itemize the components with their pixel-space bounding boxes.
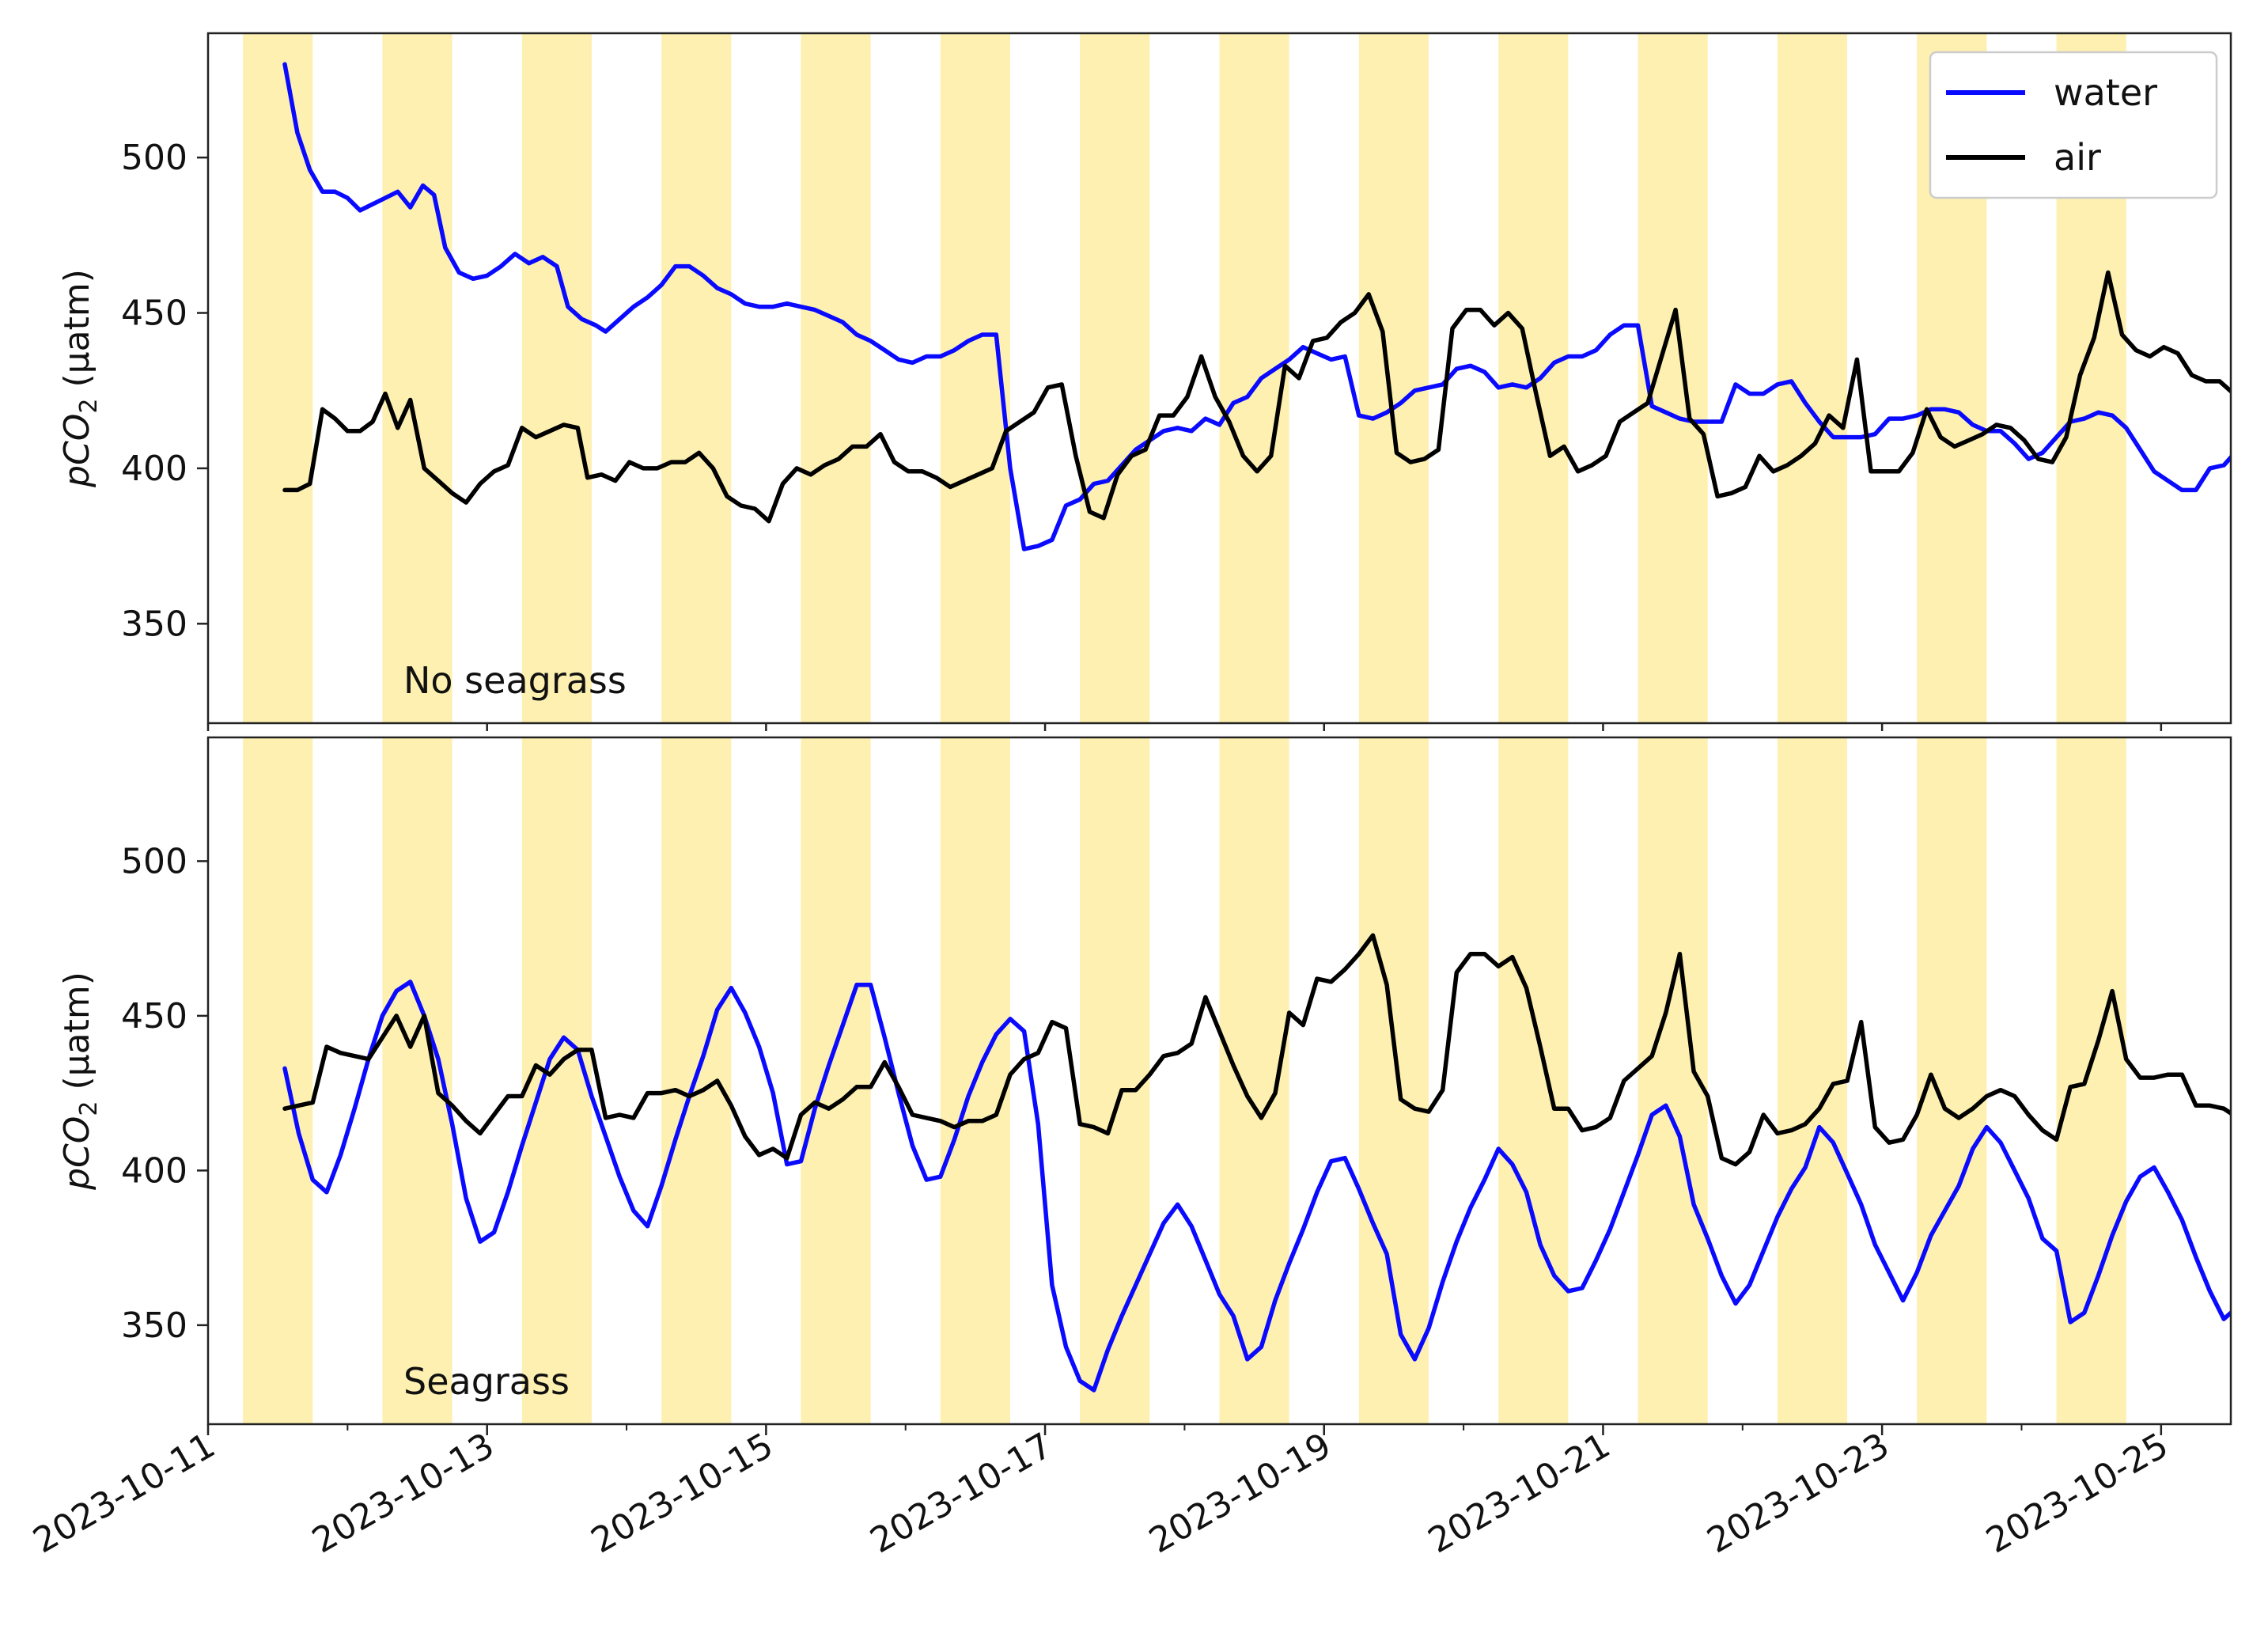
- y-axis-label-unit: (µatm): [57, 269, 97, 398]
- panel-frame: [206, 32, 2232, 725]
- y-axis: 350 400 450 500: [121, 841, 208, 1346]
- series-line-water: [282, 980, 2231, 1393]
- y-tick-label: 350: [121, 1305, 187, 1346]
- legend-label-air: air: [2054, 136, 2101, 179]
- daylight-band: [521, 737, 592, 1424]
- y-axis: 350 400 450 500: [121, 138, 208, 644]
- panel-no-seagrass: 350 400 450 500 pCO2 (µatm) No seagrass water a…: [57, 32, 2232, 731]
- series-line-air: [282, 933, 2231, 1167]
- y-tick-label: 450: [121, 294, 187, 334]
- y-tick-label: 400: [121, 449, 187, 489]
- y-tick-label: 400: [121, 1150, 187, 1191]
- legend-box: [1929, 51, 2218, 199]
- x-tick-label: 2023-10-11: [27, 1425, 222, 1561]
- series-line-air: [282, 270, 2231, 524]
- panel-seagrass: 350 400 450 500 pCO2 (µatm) Seagrass: [57, 736, 2232, 1426]
- x-tick-label: 2023-10-21: [1422, 1425, 1617, 1561]
- daylight-band: [661, 33, 732, 723]
- y-tick-label: 500: [121, 138, 187, 178]
- daylight-band: [801, 33, 871, 723]
- x-tick-label: 2023-10-13: [305, 1425, 501, 1561]
- x-tick-label: 2023-10-25: [1979, 1425, 2175, 1561]
- daylight-band: [1080, 33, 1150, 723]
- daylight-band: [940, 33, 1010, 723]
- x-tick-label: 2023-10-17: [864, 1425, 1059, 1561]
- series-line-water: [282, 62, 2231, 551]
- daylight-band: [382, 737, 452, 1424]
- y-axis-label-main: pCO: [57, 1116, 97, 1191]
- x-tick-label: 2023-10-15: [585, 1425, 780, 1561]
- x-tick-label: 2023-10-19: [1142, 1425, 1338, 1561]
- y-tick-label: 350: [121, 604, 187, 644]
- y-tick-label: 450: [121, 996, 187, 1036]
- panel-label: No seagrass: [403, 659, 627, 702]
- daylight-band: [1080, 737, 1150, 1424]
- shared-x-axis: 2023-10-11 2023-10-13 2023-10-15 2023-10-17…: [27, 1424, 2175, 1561]
- daylight-band: [1358, 737, 1429, 1424]
- daylight-band: [1358, 33, 1429, 723]
- panel-label: Seagrass: [403, 1360, 570, 1403]
- daylight-band: [1777, 737, 1848, 1424]
- series-lines: [282, 933, 2231, 1393]
- daylight-band: [801, 737, 871, 1424]
- daylight-bands: [243, 33, 2126, 723]
- daylight-band: [1777, 33, 1848, 723]
- y-axis-label-subscript: 2: [75, 399, 103, 414]
- daylight-band: [243, 737, 313, 1424]
- daylight-band: [243, 33, 313, 723]
- daylight-band: [1638, 737, 1708, 1424]
- daylight-band: [1219, 33, 1289, 723]
- daylight-band: [2056, 737, 2126, 1424]
- daylight-band: [1638, 33, 1708, 723]
- y-axis-label-unit: (µatm): [57, 972, 97, 1101]
- y-tick-label: 500: [121, 841, 187, 881]
- daylight-band: [1498, 737, 1569, 1424]
- panel-frame: [206, 736, 2232, 1426]
- y-axis-label-subscript: 2: [75, 1101, 103, 1116]
- y-axis-label-main: pCO: [57, 414, 97, 488]
- series-lines: [282, 62, 2231, 551]
- daylight-band: [382, 33, 452, 723]
- legend: water air: [1929, 51, 2218, 199]
- legend-label-water: water: [2054, 71, 2157, 114]
- y-axis-label: pCO2 (µatm): [57, 972, 103, 1191]
- daylight-band: [521, 33, 592, 723]
- x-tick-label: 2023-10-23: [1701, 1425, 1896, 1561]
- y-axis-label: pCO2 (µatm): [57, 269, 103, 488]
